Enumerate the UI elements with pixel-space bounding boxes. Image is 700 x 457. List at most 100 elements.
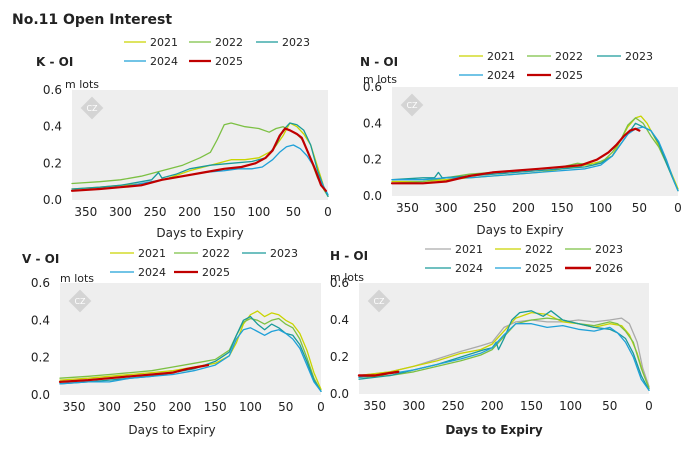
series-line-H-2022 [358,311,650,390]
x-tick-label-K: 0 [324,205,332,219]
legend-label-H-2024: 2024 [455,262,483,275]
x-tick-label-H: 200 [481,399,504,413]
x-tick-label-K: 200 [178,205,201,219]
series-line-N-2025 [390,127,641,185]
legend-label-N-2021: 2021 [487,50,515,63]
legend-label-V-2021: 2021 [138,247,166,260]
legend-label-K-2022: 2022 [215,36,243,49]
legend-label-N-2023: 2023 [625,50,653,63]
series-line-V-2022 [59,317,322,392]
x-tick-label-K: 50 [286,205,301,219]
x-tick-label-K: 300 [109,205,132,219]
y-tick-label-H: 0.6 [330,276,349,290]
x-tick-label-H: 150 [520,399,543,413]
y-tick-label-V: 0.4 [31,313,50,327]
y-tick-label-N: 0.2 [363,153,382,167]
x-tick-label-V: 350 [63,400,86,414]
legend-label-V-2022: 2022 [202,247,230,260]
y-tick-label-N: 0.6 [363,80,382,94]
chart-title-K: K - OI [36,55,73,69]
y-tick-label-H: 0.2 [330,350,349,364]
series-line-K-2025 [70,127,327,192]
x-tick-label-H: 0 [645,399,653,413]
series-line-V-2024 [59,327,322,392]
x-tick-label-H: 100 [559,399,582,413]
legend-label-K-2023: 2023 [282,36,310,49]
svg-text:CZ: CZ [74,297,86,306]
series-line-H-2026 [357,370,400,377]
x-tick-label-V: 300 [98,400,121,414]
x-tick-label-N: 0 [674,201,682,215]
x-tick-label-V: 50 [278,400,293,414]
legend-label-N-2024: 2024 [487,69,515,82]
series-line-K-2023 [71,122,329,197]
svg-text:CZ: CZ [373,297,385,306]
x-tick-label-V: 100 [239,400,262,414]
x-tick-label-N: 300 [435,201,458,215]
legend-label-H-2021: 2021 [455,243,483,256]
x-tick-label-H: 250 [442,399,465,413]
series-line-V-2025 [58,364,210,383]
x-tick-label-V: 250 [133,400,156,414]
series-line-N-2022 [391,117,679,192]
legend-label-H-2026: 2026 [595,262,623,275]
y-tick-label-V: 0.0 [31,388,50,402]
y-unit-label-V: m lots [60,272,94,285]
x-tick-label-N: 350 [396,201,419,215]
y-tick-label-V: 0.6 [31,276,50,290]
legend-label-N-2022: 2022 [555,50,583,63]
x-tick-label-K: 100 [247,205,270,219]
legend-label-H-2023: 2023 [595,243,623,256]
x-tick-label-V: 0 [317,400,325,414]
series-line-V-2021 [59,310,322,391]
y-tick-label-K: 0.0 [43,193,62,207]
legend-label-V-2024: 2024 [138,266,166,279]
y-tick-label-K: 0.2 [43,156,62,170]
chart-title-H: H - OI [330,249,368,263]
y-unit-label-H: m lots [330,271,364,284]
x-axis-label-N: Days to Expiry [476,223,563,237]
x-tick-label-N: 50 [632,201,647,215]
legend-label-N-2025: 2025 [555,69,583,82]
series-line-H-2023 [358,317,650,390]
y-unit-label-K: m lots [65,78,99,91]
page-title: No.11 Open Interest [12,12,173,28]
legend-label-K-2021: 2021 [150,36,178,49]
y-tick-label-H: 0.0 [330,387,349,401]
chart-title-N: N - OI [360,55,398,69]
x-tick-label-N: 150 [551,201,574,215]
svg-text:CZ: CZ [86,104,98,113]
x-tick-label-V: 150 [204,400,227,414]
series-line-K-2024 [71,144,329,196]
x-tick-label-H: 300 [402,399,425,413]
chart-title-V: V - OI [22,252,59,266]
y-tick-label-H: 0.4 [330,313,349,327]
x-tick-label-K: 350 [74,205,97,219]
x-tick-label-V: 200 [168,400,191,414]
y-tick-label-K: 0.6 [43,83,62,97]
x-tick-label-K: 150 [213,205,236,219]
x-tick-label-N: 200 [512,201,535,215]
y-tick-label-K: 0.4 [43,120,62,134]
svg-text:CZ: CZ [406,101,418,110]
y-unit-label-N: m lots [363,73,397,86]
x-tick-label-K: 250 [144,205,167,219]
series-line-N-2024 [391,126,679,192]
series-line-H-2025 [358,323,650,391]
x-axis-label-K: Days to Expiry [156,226,243,240]
watermark-logo-K: CZ [80,96,104,120]
x-axis-label-H: Days to Expiry [445,423,543,437]
y-tick-label-N: 0.4 [363,116,382,130]
legend-label-K-2025: 2025 [215,55,243,68]
x-tick-label-N: 100 [589,201,612,215]
x-tick-label-H: 50 [602,399,617,413]
y-tick-label-N: 0.0 [363,189,382,203]
legend-label-V-2023: 2023 [270,247,298,260]
x-axis-label-V: Days to Expiry [128,423,215,437]
x-tick-label-N: 250 [473,201,496,215]
plot-area-K [72,90,328,200]
legend-label-H-2025: 2025 [525,262,553,275]
y-tick-label-V: 0.2 [31,351,50,365]
series-line-H-2021 [358,317,650,388]
